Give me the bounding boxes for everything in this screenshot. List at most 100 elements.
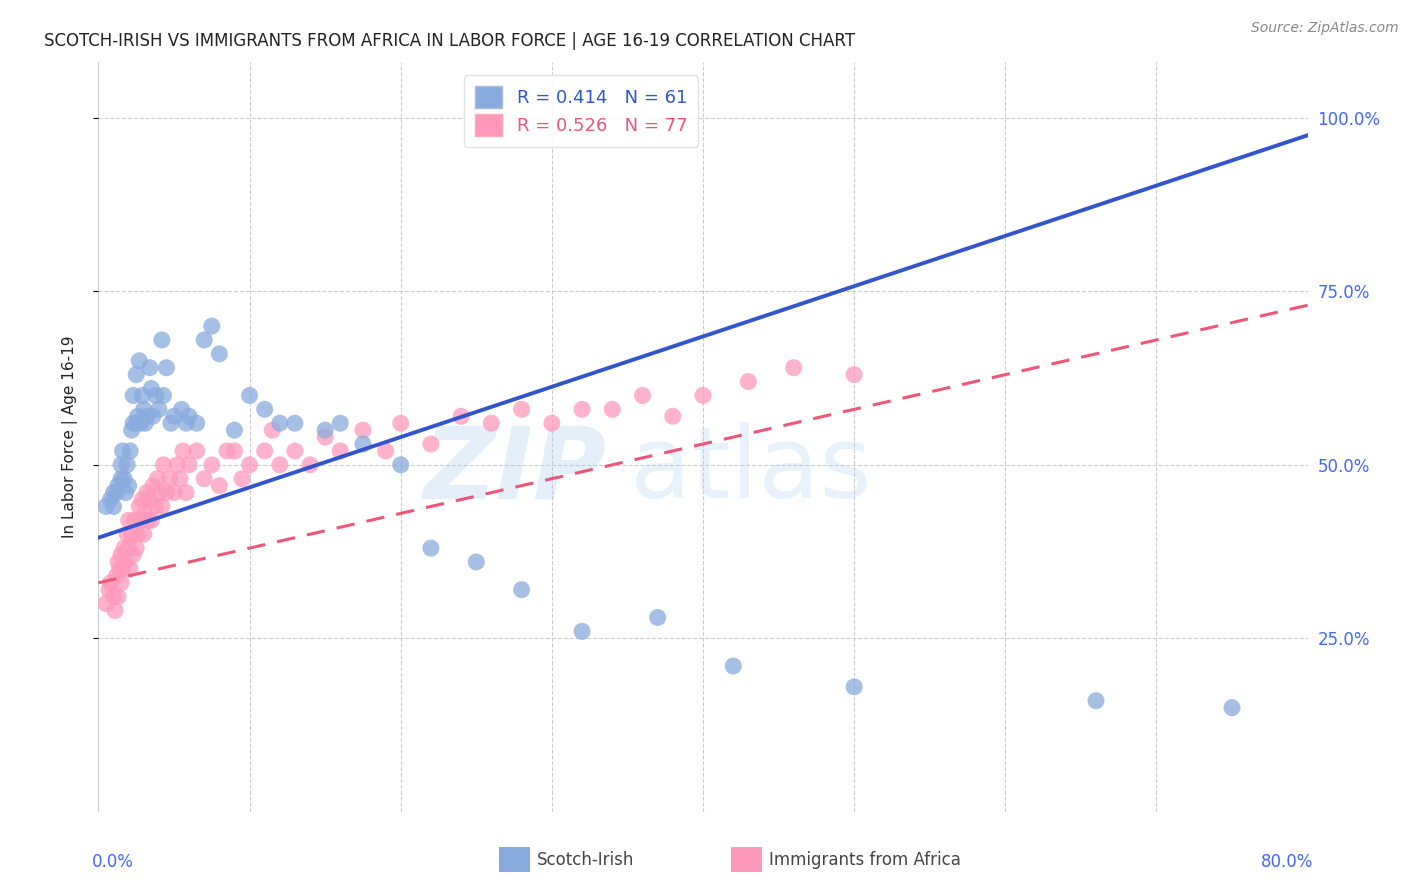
- Point: [208, 478, 231, 492]
- Point: [389, 416, 412, 430]
- Point: [269, 458, 291, 472]
- Point: [215, 444, 238, 458]
- Point: [142, 478, 165, 492]
- Point: [510, 582, 533, 597]
- Point: [107, 590, 129, 604]
- Point: [239, 388, 262, 402]
- Point: [284, 444, 307, 458]
- Point: [420, 437, 443, 451]
- Point: [284, 416, 307, 430]
- Point: [128, 353, 150, 368]
- Point: [114, 485, 136, 500]
- Point: [159, 472, 181, 486]
- Point: [314, 430, 336, 444]
- Point: [120, 562, 142, 576]
- Point: [253, 402, 276, 417]
- Point: [224, 444, 246, 458]
- Point: [139, 360, 162, 375]
- Point: [239, 458, 262, 472]
- Point: [134, 507, 156, 521]
- Point: [163, 409, 186, 424]
- Point: [127, 409, 149, 424]
- Point: [146, 472, 169, 486]
- Point: [150, 500, 173, 514]
- Point: [193, 333, 215, 347]
- Point: [118, 513, 141, 527]
- Point: [129, 416, 152, 430]
- Point: [107, 478, 129, 492]
- Point: [125, 541, 148, 555]
- Legend: R = 0.414   N = 61, R = 0.526   N = 77: R = 0.414 N = 61, R = 0.526 N = 77: [464, 75, 697, 147]
- Point: [105, 569, 128, 583]
- Point: [169, 472, 191, 486]
- Point: [481, 416, 503, 430]
- Text: atlas: atlas: [630, 422, 872, 519]
- Point: [121, 527, 143, 541]
- Point: [100, 492, 122, 507]
- Point: [723, 659, 745, 673]
- Point: [111, 562, 134, 576]
- Point: [145, 500, 167, 514]
- Point: [112, 472, 135, 486]
- Point: [145, 388, 167, 402]
- Point: [105, 485, 128, 500]
- Point: [103, 500, 125, 514]
- Point: [262, 423, 284, 437]
- Point: [152, 388, 174, 402]
- Point: [107, 555, 129, 569]
- Point: [299, 458, 322, 472]
- Point: [465, 555, 488, 569]
- Point: [132, 527, 155, 541]
- Point: [186, 444, 208, 458]
- Y-axis label: In Labor Force | Age 16-19: In Labor Force | Age 16-19: [62, 335, 77, 539]
- Point: [104, 603, 127, 617]
- Point: [148, 485, 170, 500]
- Point: [540, 416, 562, 430]
- Text: Scotch-Irish: Scotch-Irish: [537, 851, 634, 869]
- Point: [231, 472, 253, 486]
- Point: [172, 444, 194, 458]
- Point: [136, 513, 159, 527]
- Point: [128, 500, 150, 514]
- Point: [118, 541, 141, 555]
- Point: [141, 382, 163, 396]
- Point: [571, 624, 593, 639]
- Point: [121, 423, 143, 437]
- Point: [450, 409, 472, 424]
- Point: [112, 541, 135, 555]
- Point: [131, 388, 153, 402]
- Point: [374, 444, 396, 458]
- Point: [110, 575, 132, 590]
- Point: [135, 485, 157, 500]
- Point: [692, 388, 714, 402]
- Point: [253, 444, 276, 458]
- Point: [100, 575, 122, 590]
- Point: [186, 416, 208, 430]
- Point: [120, 444, 142, 458]
- Point: [124, 513, 146, 527]
- Point: [208, 347, 231, 361]
- Point: [170, 402, 193, 417]
- Point: [844, 368, 866, 382]
- Point: [179, 458, 201, 472]
- Point: [1085, 694, 1108, 708]
- Point: [103, 485, 125, 500]
- Point: [118, 478, 141, 492]
- Point: [174, 416, 197, 430]
- Point: [98, 582, 121, 597]
- Point: [329, 444, 352, 458]
- Point: [114, 555, 136, 569]
- Point: [148, 402, 170, 417]
- Point: [269, 416, 291, 430]
- Point: [602, 402, 624, 417]
- Point: [125, 416, 148, 430]
- Point: [571, 402, 593, 417]
- Point: [155, 485, 177, 500]
- Point: [108, 562, 131, 576]
- Point: [111, 444, 134, 458]
- Point: [314, 423, 336, 437]
- Point: [115, 458, 138, 472]
- Point: [142, 409, 165, 424]
- Point: [134, 416, 156, 430]
- Point: [224, 423, 246, 437]
